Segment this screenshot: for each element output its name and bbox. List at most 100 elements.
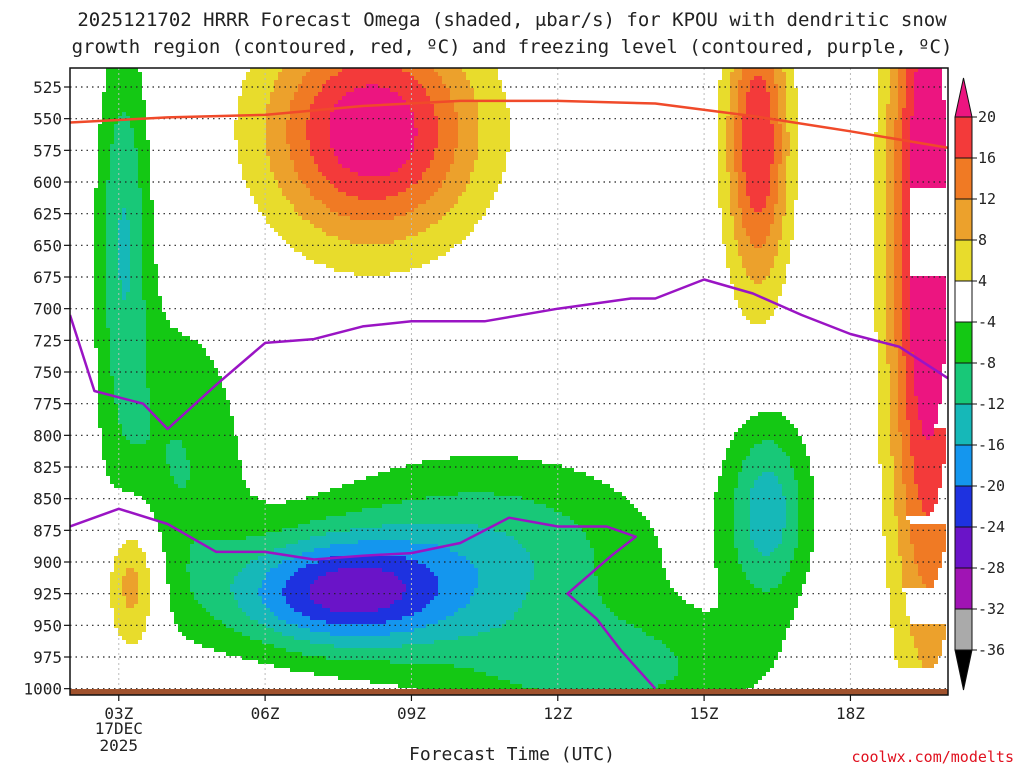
omega-shade-cell <box>886 132 894 136</box>
omega-shade-cell <box>746 100 770 104</box>
omega-shade-cell <box>110 144 134 148</box>
omega-shade-cell <box>746 104 770 108</box>
omega-shade-cell <box>914 548 946 552</box>
omega-shade-cell <box>170 464 190 468</box>
omega-shade-cell <box>146 344 202 348</box>
omega-shade-cell <box>922 428 934 432</box>
omega-shade-cell <box>902 296 910 300</box>
omega-shade-cell <box>774 144 782 148</box>
omega-shade-cell <box>894 128 902 132</box>
omega-shade-cell <box>878 96 890 100</box>
omega-shade-cell <box>330 544 438 548</box>
omega-shade-cell <box>98 180 106 184</box>
omega-shade-cell <box>898 392 906 396</box>
contour-dendritic-line <box>70 99 948 150</box>
omega-shade-cell <box>918 484 942 488</box>
omega-shade-cell <box>286 648 670 652</box>
omega-shade-cell <box>894 216 902 220</box>
omega-shade-cell <box>134 128 146 132</box>
omega-shade-cell <box>894 244 902 248</box>
omega-shade-cell <box>742 568 790 572</box>
omega-shade-cell <box>886 292 894 296</box>
omega-shade-cell <box>782 128 786 132</box>
omega-shade-cell <box>238 152 266 156</box>
omega-shade-cell <box>754 540 782 544</box>
omega-shade-cell <box>738 100 746 104</box>
omega-shade-cell <box>778 184 786 188</box>
omega-shade-cell <box>750 488 782 492</box>
colorbar-top-triangle <box>954 77 973 118</box>
omega-shade-cell <box>114 624 146 628</box>
omega-shade-cell <box>262 584 286 588</box>
omega-shade-cell <box>98 136 114 140</box>
omega-shade-cell <box>894 140 902 144</box>
omega-shade-cell <box>118 232 130 236</box>
omega-shade-cell <box>742 160 774 164</box>
omega-shade-cell <box>730 272 746 276</box>
omega-shade-cell <box>786 500 798 504</box>
omega-shade-cell <box>878 108 886 112</box>
omega-shade-cell <box>898 388 906 392</box>
omega-shade-cell <box>734 144 742 148</box>
omega-shade-cell <box>326 232 418 236</box>
omega-shade-cell <box>274 228 322 232</box>
omega-shade-cell <box>786 572 806 576</box>
omega-shade-cell <box>98 404 118 408</box>
omega-shade-cell <box>762 208 774 212</box>
omega-shade-cell <box>106 460 166 464</box>
omega-shade-cell <box>106 84 142 88</box>
omega-shade-cell <box>122 432 150 436</box>
omega-shade-cell <box>462 68 498 72</box>
omega-shade-cell <box>902 240 910 244</box>
omega-shade-cell <box>886 576 902 580</box>
omega-shade-cell <box>346 92 398 96</box>
omega-shade-cell <box>914 72 942 76</box>
omega-shade-cell <box>270 96 294 100</box>
omega-shade-cell <box>118 260 130 264</box>
omega-shade-cell <box>430 196 458 200</box>
omega-shade-cell <box>934 428 946 432</box>
omega-shade-cell <box>902 120 910 124</box>
omega-shade-cell <box>394 216 442 220</box>
omega-shade-cell <box>910 168 946 172</box>
omega-shade-cell <box>734 296 778 300</box>
omega-shade-cell <box>406 212 446 216</box>
omega-shade-cell <box>786 208 794 212</box>
omega-shade-cell <box>770 92 778 96</box>
omega-shade-cell <box>890 372 898 376</box>
omega-shade-cell <box>454 156 478 160</box>
omega-shade-cell <box>918 396 942 400</box>
omega-shade-cell <box>886 192 894 196</box>
omega-shade-cell <box>94 192 106 196</box>
omega-shade-cell <box>750 532 782 536</box>
omega-shade-cell <box>406 584 438 588</box>
omega-shade-cell <box>730 104 738 108</box>
omega-shade-cell <box>246 180 278 184</box>
omega-shade-cell <box>790 148 798 152</box>
omega-shade-cell <box>98 396 114 400</box>
omega-shade-cell <box>514 616 618 620</box>
omega-shade-cell <box>330 208 414 212</box>
omega-shade-cell <box>718 484 738 488</box>
omega-shade-cell <box>926 512 930 516</box>
credit-link[interactable]: coolwx.com/modelts <box>851 748 1014 766</box>
omega-shade-cell <box>886 256 894 260</box>
omega-shade-cell <box>898 524 910 528</box>
omega-shade-cell <box>102 436 126 440</box>
omega-shade-cell <box>754 544 778 548</box>
omega-shade-cell <box>874 324 886 328</box>
omega-shade-cell <box>406 236 466 240</box>
omega-shade-cell <box>234 576 266 580</box>
omega-shade-cell <box>898 76 906 80</box>
omega-shade-cell <box>790 568 810 572</box>
omega-shade-cell <box>898 428 910 432</box>
omega-shade-cell <box>166 444 182 448</box>
omega-shade-cell <box>122 428 150 432</box>
omega-shade-cell <box>902 292 910 296</box>
omega-shade-cell <box>890 600 906 604</box>
omega-shade-cell <box>746 456 790 460</box>
omega-shade-cell <box>318 492 458 496</box>
omega-shade-cell <box>166 568 186 572</box>
omega-shade-cell <box>438 220 478 224</box>
omega-shade-cell <box>170 440 182 444</box>
